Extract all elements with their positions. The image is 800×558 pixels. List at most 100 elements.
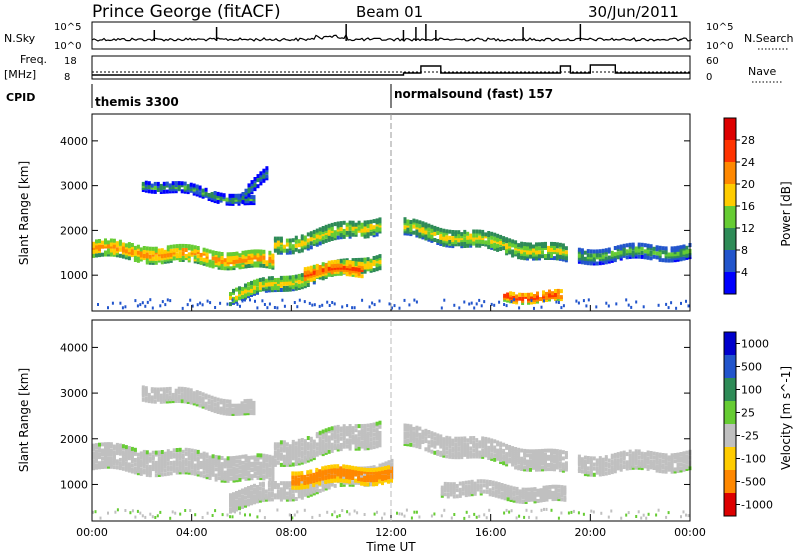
heatmap-cell xyxy=(354,258,358,262)
heatmap-cell xyxy=(315,490,319,495)
heatmap-cell xyxy=(643,456,647,461)
heatmap-cell xyxy=(101,448,104,453)
heatmap-cell xyxy=(497,486,501,491)
heatmap-cell xyxy=(469,436,473,441)
heatmap-cell xyxy=(222,411,226,416)
heatmap-cell xyxy=(270,493,274,498)
heatmap-cell xyxy=(139,451,143,456)
heatmap-cell xyxy=(378,258,382,263)
heatmap-cell xyxy=(235,493,238,498)
heatmap-cell xyxy=(144,304,147,308)
heatmap-cell xyxy=(312,472,316,477)
heatmap-cell xyxy=(625,513,628,517)
heatmap-cell xyxy=(300,452,304,457)
heatmap-cell xyxy=(273,246,277,251)
heatmap-cell xyxy=(142,252,146,257)
heatmap-cell xyxy=(348,230,352,235)
heatmap-cell xyxy=(503,488,507,493)
heatmap-cell xyxy=(244,188,248,193)
heatmap-cell xyxy=(303,488,307,493)
heatmap-cell xyxy=(336,445,340,450)
heatmap-cell xyxy=(183,395,187,400)
heatmap-cell xyxy=(339,447,343,452)
heatmap-cell xyxy=(503,483,507,488)
heatmap-cell xyxy=(214,306,217,309)
heatmap-cell xyxy=(538,467,541,472)
heatmap-cell xyxy=(175,462,179,467)
heatmap-cell xyxy=(104,458,107,463)
y-tick-label: 2000 xyxy=(60,224,88,237)
heatmap-cell xyxy=(658,460,662,465)
heatmap-cell xyxy=(586,456,590,460)
heatmap-cell xyxy=(133,462,137,467)
heatmap-cell xyxy=(375,467,379,472)
heatmap-cell xyxy=(351,480,355,485)
heatmap-cell xyxy=(306,470,310,475)
heatmap-cell xyxy=(321,443,325,448)
heatmap-cell xyxy=(538,461,541,466)
heatmap-cell xyxy=(187,244,191,249)
heatmap-cell xyxy=(513,298,516,302)
heatmap-cell xyxy=(564,463,568,468)
nsearch-tick-bottom: 10^0 xyxy=(706,41,733,52)
heatmap-cell xyxy=(406,219,410,224)
heatmap-cell xyxy=(144,396,148,401)
heatmap-cell xyxy=(360,424,364,428)
heatmap-cell xyxy=(533,495,537,500)
heatmap-cell xyxy=(249,398,253,403)
heatmap-cell xyxy=(378,254,382,259)
heatmap-cell xyxy=(324,224,328,229)
heatmap-cell xyxy=(104,242,107,247)
heatmap-cell xyxy=(256,489,259,494)
heatmap-cell xyxy=(467,484,471,489)
heatmap-cell xyxy=(502,461,506,466)
heatmap-cell xyxy=(247,183,251,188)
heatmap-cell xyxy=(300,458,304,463)
heatmap-cell xyxy=(306,442,310,447)
heatmap-cell xyxy=(247,486,250,490)
heatmap-cell xyxy=(225,399,229,404)
heatmap-cell xyxy=(202,453,206,458)
heatmap-cell xyxy=(511,456,515,461)
nsearch-label: N.Search xyxy=(744,32,794,45)
heatmap-cell xyxy=(561,456,565,461)
heatmap-cell xyxy=(381,468,384,473)
heatmap-cell xyxy=(331,301,334,304)
heatmap-cell xyxy=(193,453,197,458)
heatmap-cell xyxy=(121,444,125,449)
heatmap-cell xyxy=(336,227,340,232)
heatmap-cell xyxy=(454,230,458,235)
heatmap-cell xyxy=(216,191,220,196)
heatmap-cell xyxy=(455,484,459,488)
heatmap-cell xyxy=(369,441,373,446)
heatmap-cell xyxy=(658,454,662,459)
heatmap-cell xyxy=(267,487,271,492)
heatmap-cell xyxy=(613,459,617,463)
heatmap-cell xyxy=(219,410,223,415)
heatmap-cell xyxy=(457,453,461,458)
heatmap-cell xyxy=(433,432,437,437)
heatmap-cell xyxy=(190,469,194,474)
heatmap-cell xyxy=(243,403,247,408)
heatmap-cell xyxy=(384,466,387,470)
y-tick-label: 4000 xyxy=(60,341,88,354)
heatmap-cell xyxy=(625,255,629,260)
heatmap-cell xyxy=(354,468,358,473)
heatmap-cell xyxy=(247,500,250,505)
heatmap-cell xyxy=(186,389,190,394)
heatmap-cell xyxy=(210,192,214,196)
heatmap-cell xyxy=(232,492,235,497)
heatmap-cell xyxy=(526,467,529,472)
heatmap-cell xyxy=(318,430,322,435)
heatmap-cell xyxy=(95,453,98,458)
heatmap-cell xyxy=(226,478,230,483)
heatmap-cell xyxy=(107,240,110,245)
heatmap-cell xyxy=(595,466,599,471)
heatmap-cell xyxy=(366,228,370,233)
heatmap-cell xyxy=(589,253,593,258)
heatmap-cell xyxy=(169,467,173,472)
heatmap-cell xyxy=(109,452,113,457)
heatmap-cell xyxy=(273,458,277,463)
heatmap-cell xyxy=(92,447,95,452)
heatmap-cell xyxy=(256,184,260,189)
